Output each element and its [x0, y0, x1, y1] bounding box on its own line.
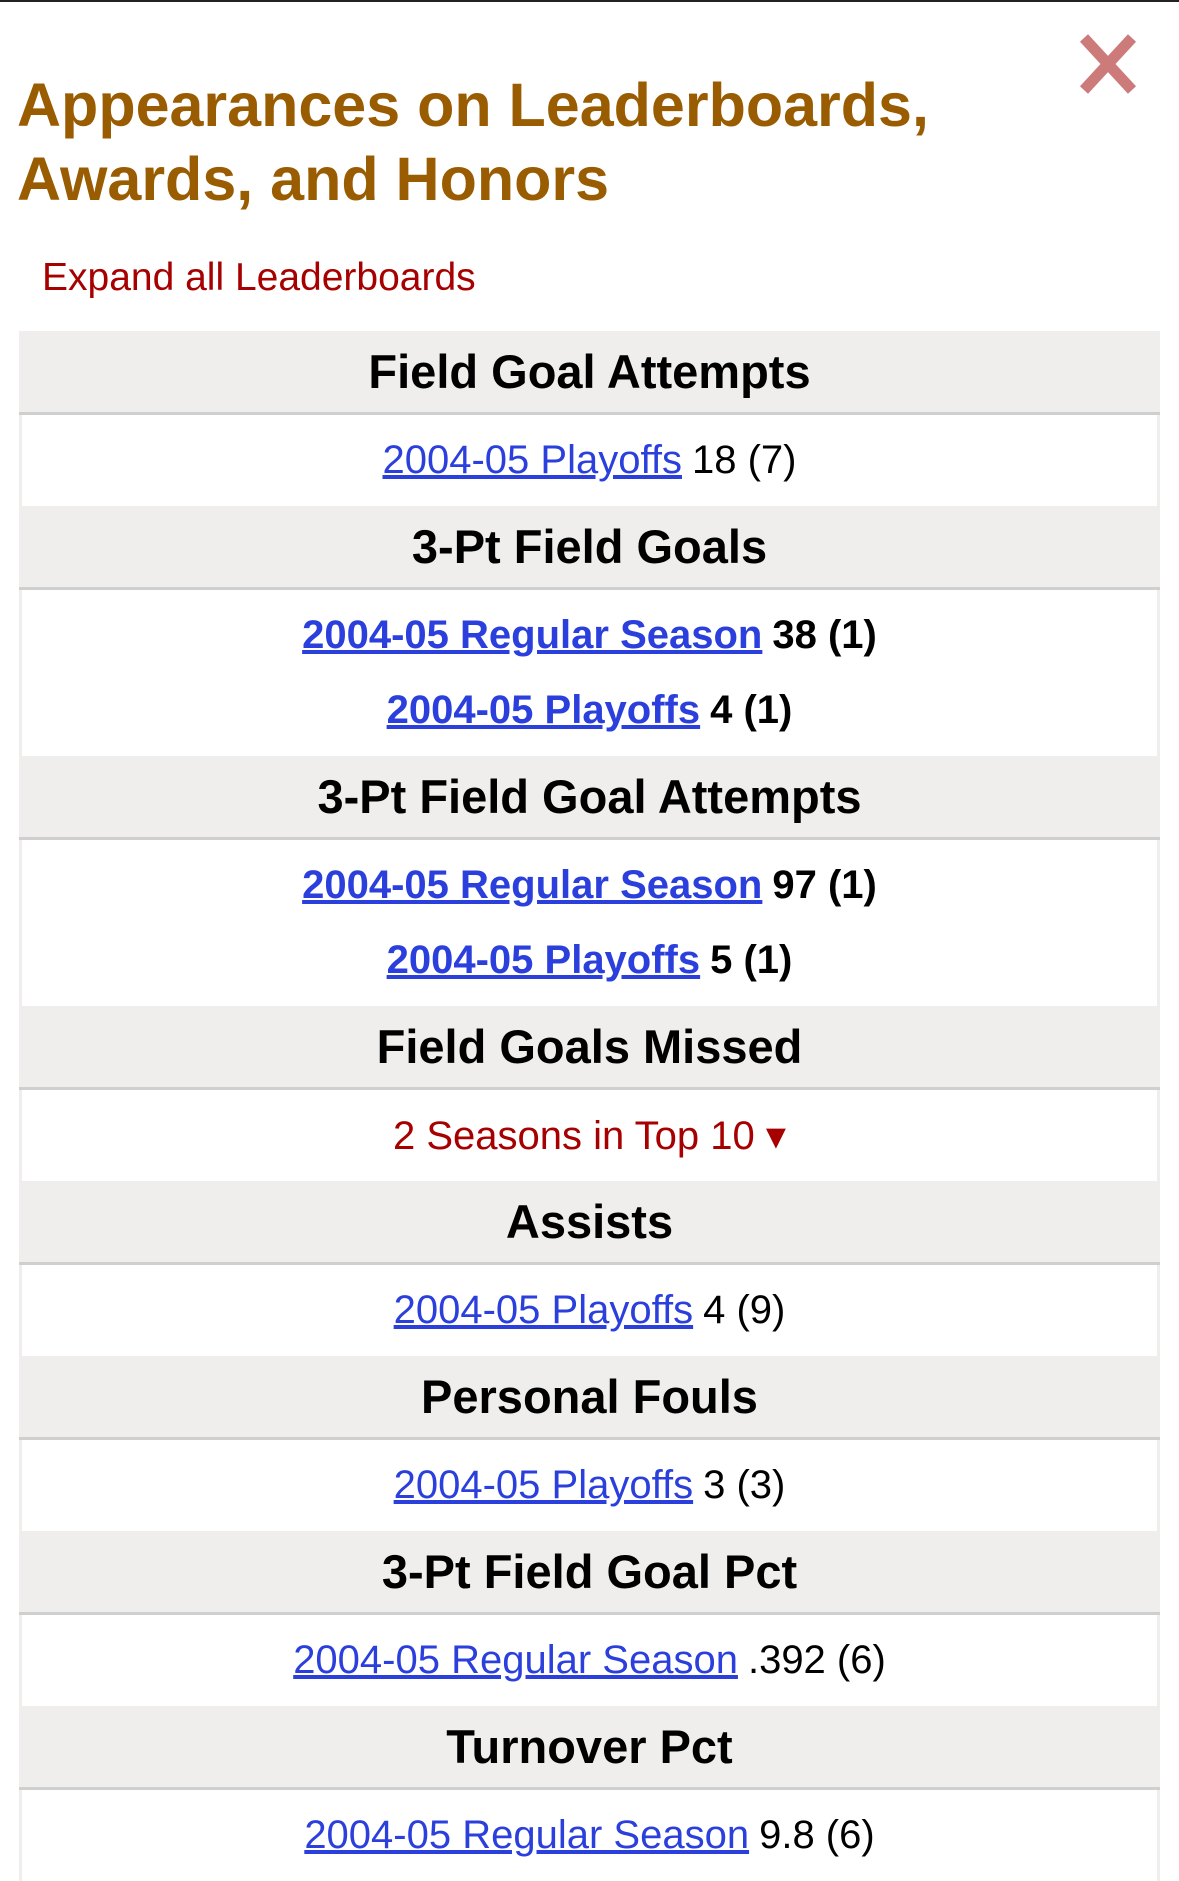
- leaderboard-header: Assists: [19, 1181, 1160, 1265]
- leaderboard-body: 2 Seasons in Top 10 ▾: [19, 1090, 1160, 1181]
- leaderboard-entry: 2004-05 Playoffs 5 (1): [22, 923, 1157, 998]
- season-link[interactable]: 2004-05 Regular Season: [302, 613, 763, 657]
- season-link[interactable]: 2004-05 Playoffs: [386, 688, 701, 732]
- leaderboard-header: 3-Pt Field Goals: [19, 506, 1160, 590]
- rank-value: 5 (1): [710, 938, 793, 982]
- leaderboard-body: 2004-05 Regular Season 9.8 (6): [19, 1790, 1160, 1881]
- season-link[interactable]: 2004-05 Playoffs: [386, 938, 701, 982]
- leaderboard-header: 3-Pt Field Goal Pct: [19, 1531, 1160, 1615]
- season-link[interactable]: 2004-05 Playoffs: [393, 1463, 694, 1507]
- leaderboard-entry: 2004-05 Playoffs 18 (7): [22, 423, 1157, 498]
- rank-value: 38 (1): [772, 613, 877, 657]
- leaderboard-header: 3-Pt Field Goal Attempts: [19, 756, 1160, 840]
- rank-value: 18 (7): [691, 438, 797, 482]
- leaderboard-header: Personal Fouls: [19, 1356, 1160, 1440]
- leaderboard-header: Field Goals Missed: [19, 1006, 1160, 1090]
- expand-seasons-toggle[interactable]: 2 Seasons in Top 10 ▾: [393, 1113, 786, 1158]
- leaderboard-body: 2004-05 Playoffs 3 (3): [19, 1440, 1160, 1531]
- close-icon[interactable]: [1076, 32, 1140, 96]
- season-link[interactable]: 2004-05 Regular Season: [302, 863, 763, 907]
- expand-all-leaderboards-link[interactable]: Expand all Leaderboards: [42, 256, 476, 299]
- leaderboard-header: Turnover Pct: [19, 1706, 1160, 1790]
- leaderboard-header: Field Goal Attempts: [19, 331, 1160, 415]
- leaderboard-entry: 2004-05 Regular Season 97 (1): [22, 848, 1157, 923]
- leaderboard-entry: 2004-05 Regular Season 9.8 (6): [22, 1798, 1157, 1873]
- leaderboard-table: Field Goal Attempts 2004-05 Playoffs 18 (7…: [19, 331, 1160, 1881]
- leaderboard-body: 2004-05 Regular Season 97 (1) 2004-05 Play…: [19, 840, 1160, 1006]
- leaderboard-body: 2004-05 Regular Season .392 (6): [19, 1615, 1160, 1706]
- leaderboard-body: 2004-05 Playoffs 18 (7): [19, 415, 1160, 506]
- leaderboard-entry: 2004-05 Playoffs 4 (1): [22, 673, 1157, 748]
- rank-value: 9.8 (6): [759, 1813, 875, 1857]
- leaderboard-body: 2004-05 Playoffs 4 (9): [19, 1265, 1160, 1356]
- leaderboard-entry: 2004-05 Regular Season 38 (1): [22, 598, 1157, 673]
- section-title: Appearances on Leaderboards, Awards, and…: [17, 71, 929, 213]
- season-link[interactable]: 2004-05 Regular Season: [293, 1638, 738, 1682]
- rank-value: 4 (1): [710, 688, 793, 732]
- rank-value: 3 (3): [703, 1463, 786, 1507]
- leaderboard-entry: 2004-05 Playoffs 4 (9): [22, 1273, 1157, 1348]
- leaderboard-entry: 2004-05 Playoffs 3 (3): [22, 1448, 1157, 1523]
- leaderboard-entry: 2004-05 Regular Season .392 (6): [22, 1623, 1157, 1698]
- season-link[interactable]: 2004-05 Regular Season: [304, 1813, 750, 1857]
- season-link[interactable]: 2004-05 Playoffs: [382, 438, 682, 482]
- rank-value: 4 (9): [703, 1288, 786, 1332]
- leaderboard-body: 2004-05 Regular Season 38 (1) 2004-05 Play…: [19, 590, 1160, 756]
- rank-value: 97 (1): [772, 863, 877, 907]
- leaderboard-entry: 2 Seasons in Top 10 ▾: [22, 1098, 1157, 1173]
- rank-value: .392 (6): [747, 1638, 886, 1682]
- season-link[interactable]: 2004-05 Playoffs: [393, 1288, 694, 1332]
